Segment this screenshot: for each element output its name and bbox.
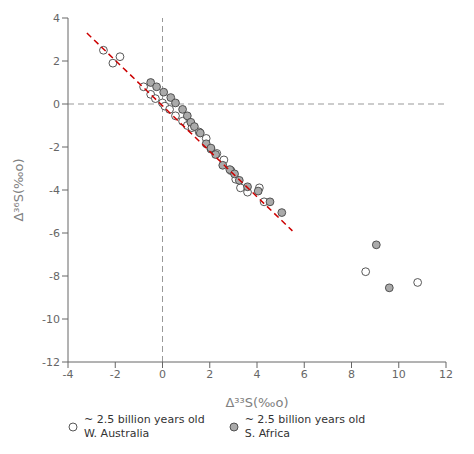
svg-text:12: 12 <box>439 368 453 381</box>
svg-text:4: 4 <box>53 12 60 25</box>
svg-text:0: 0 <box>53 98 60 111</box>
svg-text:-6: -6 <box>49 227 60 240</box>
svg-text:8: 8 <box>348 368 355 381</box>
svg-text:-10: -10 <box>42 313 60 326</box>
svg-text:-2: -2 <box>110 368 121 381</box>
svg-text:Δ³⁶S(‰o): Δ³⁶S(‰o) <box>11 158 26 221</box>
svg-text:-4: -4 <box>63 368 74 381</box>
svg-text:4: 4 <box>254 368 261 381</box>
svg-text:-12: -12 <box>42 356 60 369</box>
svg-text:0: 0 <box>159 368 166 381</box>
svg-text:2: 2 <box>53 55 60 68</box>
html-text:S. Africa: S. Africa <box>244 427 290 440</box>
svg-text:-8: -8 <box>49 270 60 283</box>
svg-text:Δ³³S(‰o): Δ³³S(‰o) <box>225 395 288 410</box>
svg-text:-4: -4 <box>49 184 60 197</box>
svg-text:2: 2 <box>206 368 213 381</box>
html-text:~ 2.5 billion years old: ~ 2.5 billion years old <box>244 413 366 426</box>
html-text:~ 2.5 billion years old: ~ 2.5 billion years old <box>84 413 205 426</box>
svg-text:-2: -2 <box>49 141 60 154</box>
svg-text:6: 6 <box>301 368 308 381</box>
html-text:W. Australia: W. Australia <box>84 427 150 440</box>
svg-text:10: 10 <box>392 368 406 381</box>
